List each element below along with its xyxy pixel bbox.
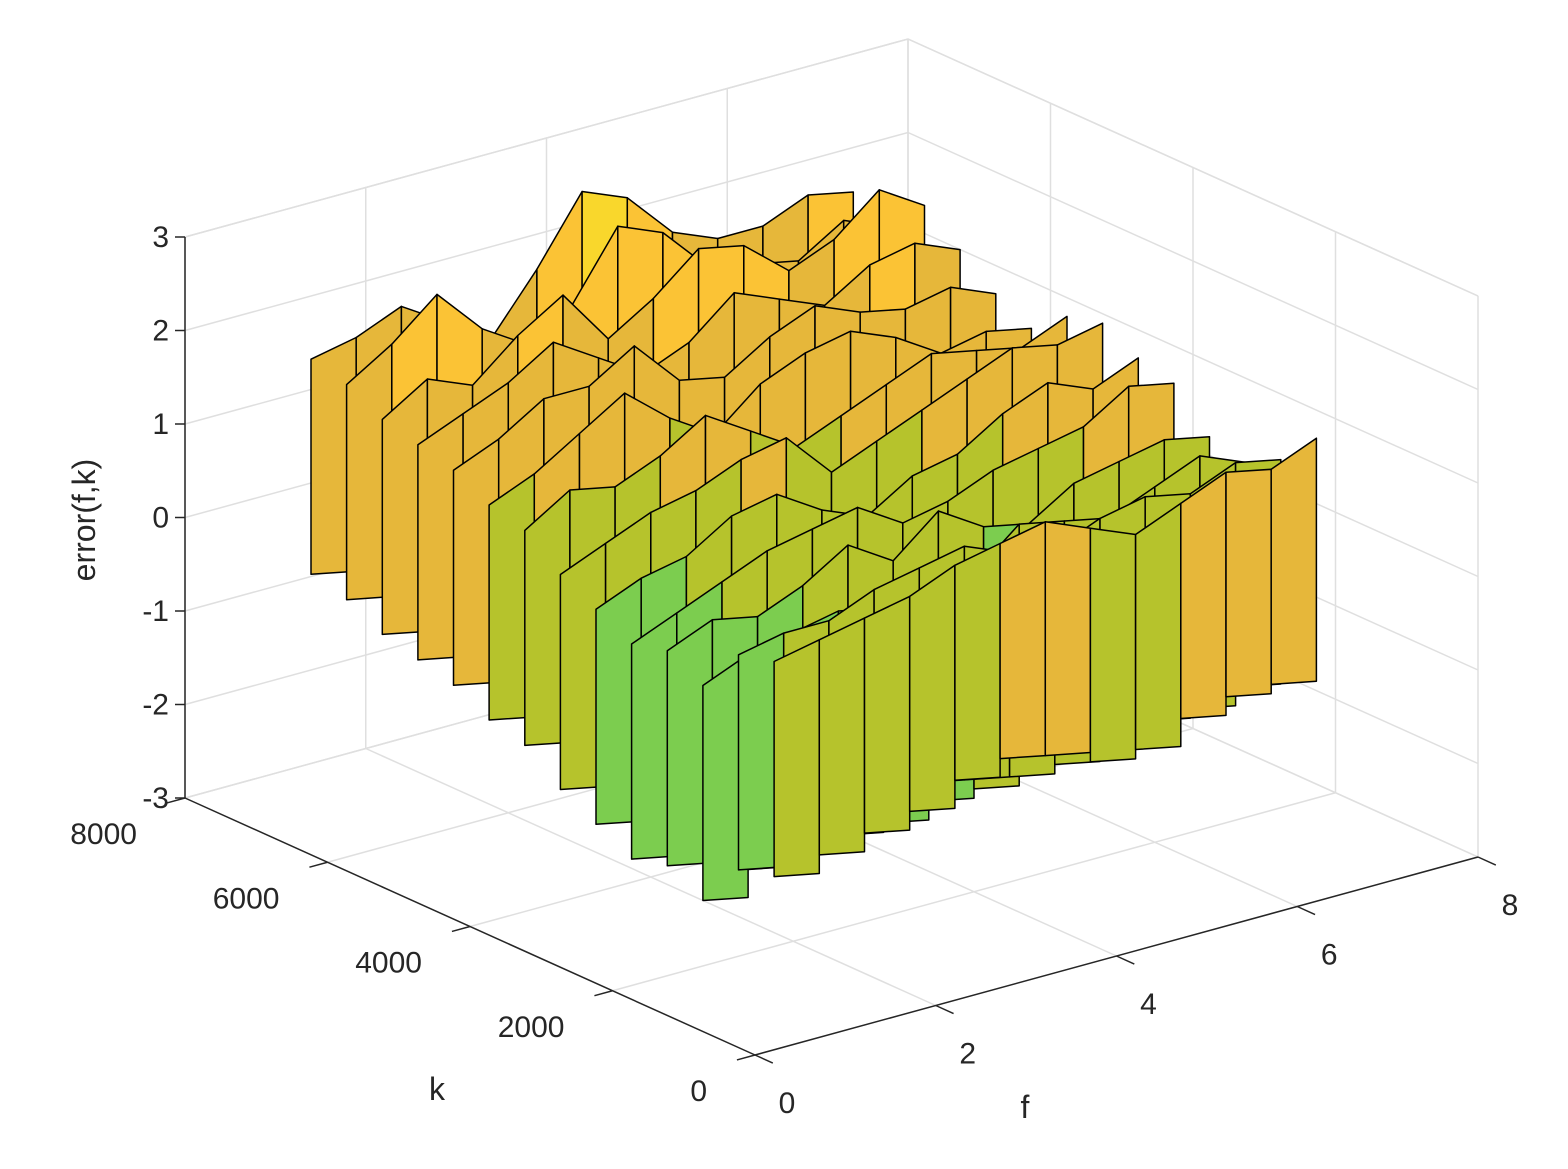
z-tick-label-1: -2 bbox=[142, 689, 169, 722]
z-tick-label-2: -1 bbox=[142, 595, 169, 628]
k-tick-mark-0 bbox=[736, 1054, 756, 1061]
floor-grid-f-1 bbox=[365, 747, 937, 1007]
y-axis-label: k bbox=[429, 1071, 446, 1107]
f-tick-mark-1 bbox=[935, 1004, 954, 1015]
f-tick-mark-3 bbox=[1296, 905, 1316, 916]
surface-face-r13-c11 bbox=[1270, 437, 1318, 686]
f-tick-mark-4 bbox=[1477, 856, 1497, 866]
surface-face-r13-c10 bbox=[1225, 468, 1272, 698]
surface-face-r13-c0 bbox=[773, 639, 821, 878]
axes: -3 -2 -1 0 1 2 3 0 2000 4000 6000 8000 0 2 4 6 8 bbox=[70, 221, 1518, 1120]
x-axis-label: f bbox=[1021, 1089, 1030, 1125]
wall-grid-z-5 bbox=[184, 131, 1479, 391]
surface-face-r13-c6 bbox=[1044, 521, 1092, 757]
f-tick-label-2: 4 bbox=[1140, 988, 1157, 1021]
z-tick-label-4: 1 bbox=[152, 408, 169, 441]
surface-face-r13-c1 bbox=[818, 617, 866, 856]
f-tick-label-1: 2 bbox=[959, 1038, 976, 1071]
surface-face-r11-c0 bbox=[702, 653, 749, 902]
surface-face-r13-c7 bbox=[1089, 527, 1137, 763]
f-tick-label-3: 6 bbox=[1321, 939, 1338, 972]
k-tick-mark-3 bbox=[309, 861, 328, 868]
k-tick-label-1: 2000 bbox=[498, 1011, 565, 1044]
k-tick-label-0: 0 bbox=[690, 1075, 707, 1108]
z-axis-label: error(f,k) bbox=[66, 459, 102, 582]
k-tick-label-3: 6000 bbox=[213, 882, 280, 915]
z-tick-label-0: -3 bbox=[142, 782, 169, 815]
z-tick-label-3: 0 bbox=[152, 502, 169, 535]
surface-face-r13-c5 bbox=[999, 521, 1047, 760]
box-top-edges bbox=[184, 38, 1479, 297]
k-tick-mark-4 bbox=[166, 797, 186, 804]
f-tick-mark-2 bbox=[1116, 955, 1135, 965]
surface-plot bbox=[310, 189, 1318, 902]
surface-face-r13-c8 bbox=[1134, 502, 1182, 751]
z-tick-label-5: 2 bbox=[152, 315, 169, 348]
k-tick-label-2: 4000 bbox=[355, 947, 422, 980]
surface-face-r13-c9 bbox=[1180, 471, 1227, 720]
surface-face-r13-c2 bbox=[863, 595, 911, 834]
f-tick-label-0: 0 bbox=[779, 1087, 796, 1120]
z-tick-label-6: 3 bbox=[152, 221, 169, 254]
k-tick-mark-1 bbox=[594, 990, 613, 997]
surface-face-r13-c3 bbox=[908, 564, 956, 813]
f-tick-mark-0 bbox=[754, 1054, 774, 1064]
f-tick-label-4: 8 bbox=[1502, 889, 1519, 922]
k-tick-mark-2 bbox=[451, 925, 471, 933]
surface-face-r13-c4 bbox=[954, 542, 1001, 782]
k-tick-label-4: 8000 bbox=[70, 818, 137, 851]
